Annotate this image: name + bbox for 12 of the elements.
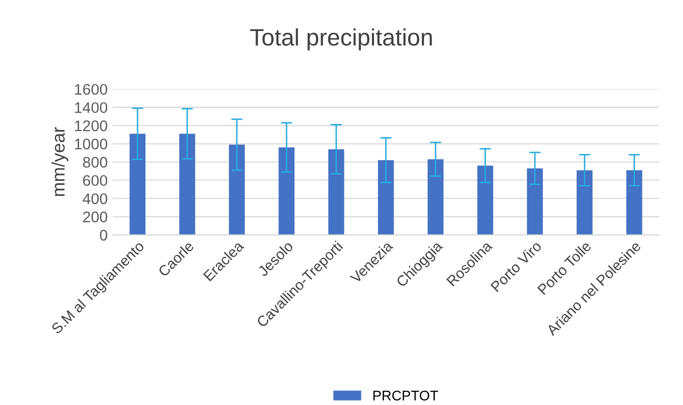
y-tick-label: 800 (83, 156, 108, 168)
y-tick-label: 1400 (75, 102, 108, 114)
y-tick-label: 0 (100, 230, 108, 241)
y-tick-label: 200 (83, 212, 108, 222)
y-tick-label: 1600 (75, 84, 108, 95)
y-tick-label: 1200 (75, 120, 108, 132)
y-tick-label: 1000 (75, 138, 108, 150)
y-tick-label: 400 (82, 193, 108, 204)
y-axis-title: mm/year (51, 127, 68, 196)
legend-label: PRCPTOT (373, 390, 438, 400)
y-tick-label: 600 (83, 175, 108, 186)
chart-title: Total precipitation (250, 28, 432, 50)
